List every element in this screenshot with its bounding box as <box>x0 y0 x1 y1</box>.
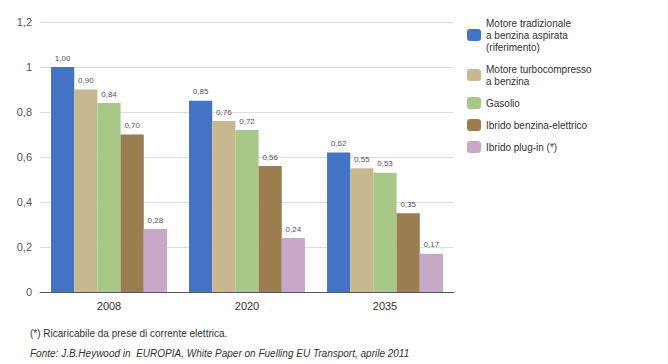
svg-text:a benzina: a benzina <box>486 76 530 87</box>
svg-text:0,53: 0,53 <box>377 159 393 168</box>
svg-text:0,90: 0,90 <box>78 76 94 85</box>
svg-text:0,72: 0,72 <box>239 117 255 126</box>
svg-text:0,55: 0,55 <box>354 155 370 164</box>
svg-text:0,84: 0,84 <box>101 90 117 99</box>
svg-text:0,17: 0,17 <box>424 240 440 249</box>
svg-text:Ibrido plug-in (*): Ibrido plug-in (*) <box>486 142 557 153</box>
svg-text:(riferimento): (riferimento) <box>486 42 540 53</box>
svg-text:0,62: 0,62 <box>331 139 347 148</box>
svg-text:2008: 2008 <box>97 300 121 312</box>
svg-text:1,2: 1,2 <box>17 16 32 28</box>
svg-text:2035: 2035 <box>373 300 397 312</box>
svg-text:0,85: 0,85 <box>193 87 209 96</box>
svg-text:0,6: 0,6 <box>17 151 32 163</box>
svg-text:0,35: 0,35 <box>400 200 416 209</box>
svg-text:0,70: 0,70 <box>124 121 140 130</box>
svg-text:Gasolio: Gasolio <box>486 98 520 109</box>
svg-text:0,8: 0,8 <box>17 106 32 118</box>
svg-text:0,4: 0,4 <box>17 196 32 208</box>
svg-text:(*) Ricaricabile da prese di c: (*) Ricaricabile da prese di corrente el… <box>30 328 227 339</box>
svg-text:Fonte: J.B.Heywood in EUROPIA: Fonte: J.B.Heywood in EUROPIA, White Pap… <box>30 348 409 359</box>
svg-text:0,24: 0,24 <box>286 225 302 234</box>
svg-text:1,00: 1,00 <box>55 54 71 63</box>
svg-text:Motore tradizionale: Motore tradizionale <box>486 18 571 29</box>
svg-text:Ibrido benzina-elettrico: Ibrido benzina-elettrico <box>486 120 588 131</box>
svg-text:0,56: 0,56 <box>262 153 278 162</box>
svg-text:2020: 2020 <box>235 300 259 312</box>
svg-text:Motore turbocompresso: Motore turbocompresso <box>486 64 592 75</box>
svg-text:0,28: 0,28 <box>148 216 164 225</box>
svg-text:a benzina aspirata: a benzina aspirata <box>486 30 568 41</box>
svg-text:0,76: 0,76 <box>216 108 232 117</box>
svg-text:0: 0 <box>26 286 32 298</box>
svg-text:1: 1 <box>26 61 32 73</box>
svg-text:0,2: 0,2 <box>17 241 32 253</box>
